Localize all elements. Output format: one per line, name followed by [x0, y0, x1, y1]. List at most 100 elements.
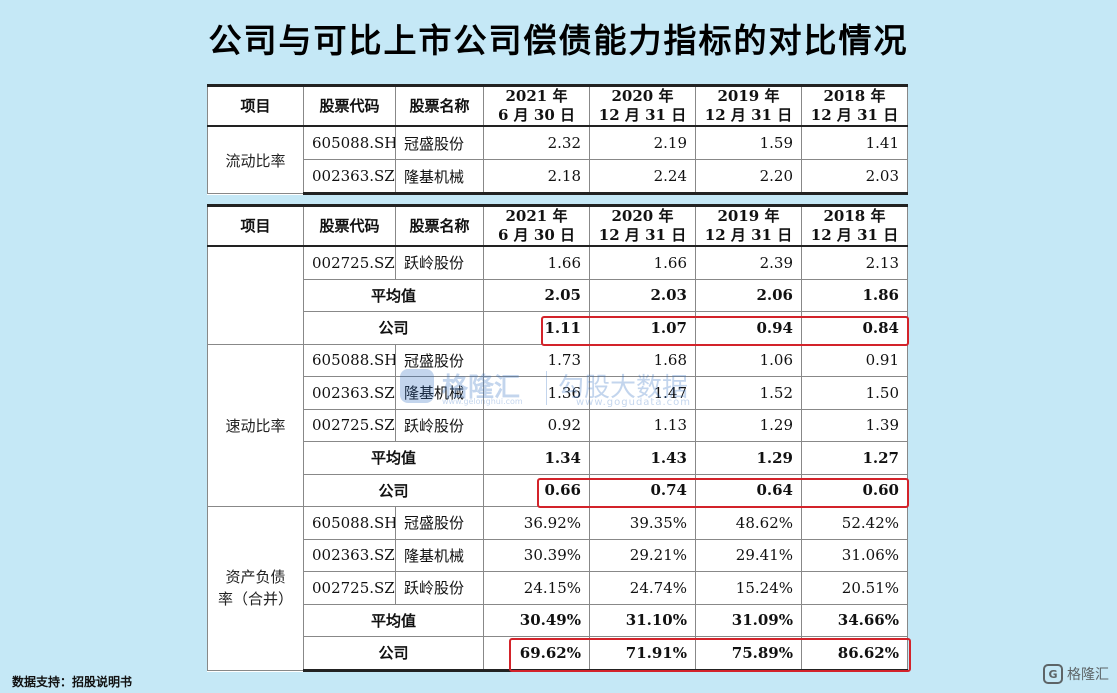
value-cell: 0.92 [483, 408, 590, 442]
category-current-ratio-cont [207, 245, 304, 345]
stock-name: 冠盛股份 [395, 125, 484, 160]
value-cell: 1.27 [801, 441, 908, 475]
company-label: 公司 [303, 473, 484, 507]
header-period-2018: 2018 年 12 月 31 日 [801, 204, 908, 247]
corner-logo: G 格隆汇 [1043, 664, 1109, 684]
value-cell: 1.34 [483, 441, 590, 475]
stock-code: 002363.SZ [303, 159, 396, 195]
table-row: 002725.SZ 跃岭股份 24.15% 24.74% 15.24% 20.5… [208, 571, 908, 605]
table-row: 002725.SZ 跃岭股份 1.66 1.66 2.39 2.13 [207, 245, 908, 345]
company-row: 公司 69.62% 71.91% 75.89% 86.62% [208, 636, 908, 672]
header-code: 股票代码 [303, 204, 396, 247]
value-cell: 75.89% [695, 636, 802, 672]
average-row: 平均值 1.34 1.43 1.29 1.27 [208, 441, 908, 475]
value-cell: 39.35% [589, 506, 696, 540]
category-current-ratio: 流动比率 [207, 125, 304, 194]
header-code: 股票代码 [303, 84, 396, 127]
average-label: 平均值 [303, 603, 484, 637]
value-cell: 2.03 [589, 278, 696, 312]
value-cell: 2.13 [801, 245, 908, 280]
value-cell: 1.59 [695, 125, 802, 160]
value-cell: 31.09% [695, 603, 802, 637]
category-debt-ratio: 资产负债 率（合并） [207, 506, 304, 671]
stock-code: 002725.SZ [303, 408, 396, 442]
header-period-2019: 2019 年 12 月 31 日 [695, 204, 802, 247]
header-item: 项目 [207, 204, 304, 247]
stock-name: 跃岭股份 [395, 245, 484, 280]
header-name: 股票名称 [395, 84, 484, 127]
value-cell: 1.07 [589, 311, 696, 345]
table-header-row: 项目 股票代码 股票名称 2021 年 6 月 30 日 2020 年 12 月… [207, 84, 908, 127]
value-cell: 0.94 [695, 311, 802, 345]
value-cell: 34.66% [801, 603, 908, 637]
value-cell: 1.66 [483, 245, 590, 280]
company-row: 公司 0.66 0.74 0.64 0.60 [208, 473, 908, 507]
header-item: 项目 [207, 84, 304, 127]
value-cell: 30.39% [483, 538, 590, 572]
header-period-2019: 2019 年 12 月 31 日 [695, 84, 802, 127]
value-cell: 0.84 [801, 311, 908, 345]
average-label: 平均值 [303, 278, 484, 312]
value-cell: 1.06 [695, 343, 802, 377]
header-period-2020: 2020 年 12 月 31 日 [589, 204, 696, 247]
value-cell: 1.39 [801, 408, 908, 442]
value-cell: 2.24 [589, 159, 696, 195]
value-cell: 0.64 [695, 473, 802, 507]
header-period-2021h1: 2021 年 6 月 30 日 [483, 84, 590, 127]
table-header-row: 项目 股票代码 股票名称 2021 年 6 月 30 日 2020 年 12 月… [207, 204, 908, 247]
value-cell: 2.18 [483, 159, 590, 195]
stock-name: 跃岭股份 [395, 408, 484, 442]
brand-logo-icon: G [1043, 664, 1063, 684]
table-row: 资产负债 率（合并） 605088.SH 冠盛股份 36.92% 39.35% … [207, 506, 908, 671]
value-cell: 2.03 [801, 159, 908, 195]
stock-name: 隆基机械 [395, 538, 484, 572]
header-period-2020: 2020 年 12 月 31 日 [589, 84, 696, 127]
stock-code: 605088.SH [303, 343, 396, 377]
value-cell: 29.41% [695, 538, 802, 572]
value-cell: 31.06% [801, 538, 908, 572]
value-cell: 1.73 [483, 343, 590, 377]
stock-code: 605088.SH [303, 506, 396, 540]
value-cell: 0.91 [801, 343, 908, 377]
company-row: 公司 1.11 1.07 0.94 0.84 [208, 311, 908, 345]
value-cell: 0.66 [483, 473, 590, 507]
value-cell: 1.29 [695, 408, 802, 442]
page-title: 公司与可比上市公司偿债能力指标的对比情况 [208, 21, 909, 60]
average-row: 平均值 2.05 2.03 2.06 1.86 [208, 278, 908, 312]
value-cell: 1.13 [589, 408, 696, 442]
stock-code: 605088.SH [303, 125, 396, 160]
value-cell: 2.32 [483, 125, 590, 160]
current-ratio-table: 项目 股票代码 股票名称 2021 年 6 月 30 日 2020 年 12 月… [207, 84, 908, 195]
company-label: 公司 [303, 636, 484, 672]
value-cell: 1.47 [589, 376, 696, 410]
value-cell: 1.68 [589, 343, 696, 377]
stock-code: 002363.SZ [303, 538, 396, 572]
value-cell: 1.11 [483, 311, 590, 345]
corner-brand: 格隆汇 [1067, 667, 1109, 683]
value-cell: 1.66 [589, 245, 696, 280]
value-cell: 1.36 [483, 376, 590, 410]
average-label: 平均值 [303, 441, 484, 475]
table-row: 002363.SZ 隆基机械 1.36 1.47 1.52 1.50 [208, 376, 908, 410]
stock-name: 隆基机械 [395, 376, 484, 410]
value-cell: 86.62% [801, 636, 908, 672]
solvency-table: 项目 股票代码 股票名称 2021 年 6 月 30 日 2020 年 12 月… [207, 204, 908, 672]
company-label: 公司 [303, 311, 484, 345]
header-name: 股票名称 [395, 204, 484, 247]
value-cell: 2.20 [695, 159, 802, 195]
value-cell: 2.06 [695, 278, 802, 312]
value-cell: 71.91% [589, 636, 696, 672]
table-row: 流动比率 605088.SH 冠盛股份 2.32 2.19 1.59 1.41 [207, 125, 908, 194]
category-quick-ratio: 速动比率 [207, 343, 304, 507]
value-cell: 15.24% [695, 571, 802, 605]
table-row: 002725.SZ 跃岭股份 0.92 1.13 1.29 1.39 [208, 408, 908, 442]
value-cell: 1.50 [801, 376, 908, 410]
value-cell: 29.21% [589, 538, 696, 572]
average-row: 平均值 30.49% 31.10% 31.09% 34.66% [208, 603, 908, 637]
value-cell: 0.74 [589, 473, 696, 507]
stock-code: 002363.SZ [303, 376, 396, 410]
header-period-2021h1: 2021 年 6 月 30 日 [483, 204, 590, 247]
data-source-note: 数据支持：招股说明书 [12, 675, 133, 689]
value-cell: 20.51% [801, 571, 908, 605]
value-cell: 1.52 [695, 376, 802, 410]
